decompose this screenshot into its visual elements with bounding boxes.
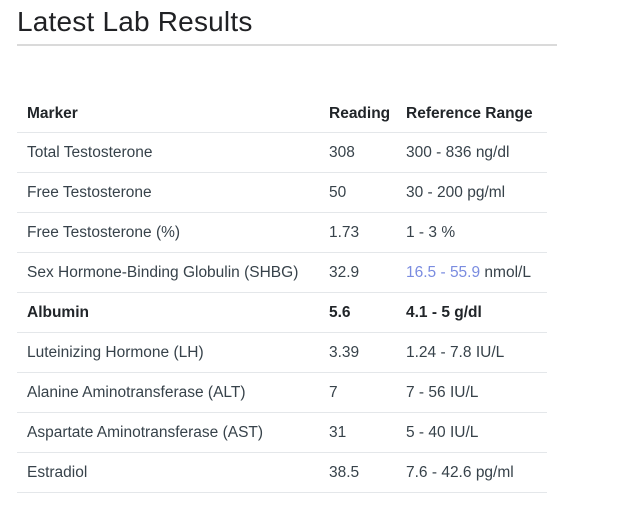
range-value: 1.24 - 7.8: [406, 343, 472, 361]
table-header-row: Marker Reading Reference Range: [17, 95, 547, 133]
table-row: Sex Hormone-Binding Globulin (SHBG) 32.9…: [17, 253, 547, 293]
table-row-emphasized: Albumin 5.6 4.1 - 5 g/dl: [17, 293, 547, 333]
range-cell: 30 - 200 pg/ml: [406, 184, 547, 202]
range-value-highlighted[interactable]: 16.5 - 55.9: [406, 263, 481, 281]
range-unit: pg/ml: [475, 463, 514, 481]
column-header-reading: Reading: [329, 104, 391, 122]
marker-cell: Estradiol: [27, 463, 88, 481]
reading-cell: 32.9: [329, 263, 360, 281]
page-title: Latest Lab Results: [17, 6, 253, 37]
lab-results-page: Latest Lab Results Marker Reading Refere…: [17, 6, 557, 493]
range-unit: IU/L: [449, 423, 479, 441]
table-row: Aspartate Aminotransferase (AST) 31 5 - …: [17, 413, 547, 453]
range-value: 1 - 3: [406, 223, 438, 241]
range-cell: 1.24 - 7.8 IU/L: [406, 344, 547, 362]
reading-cell: 38.5: [329, 463, 360, 481]
reading-cell: 5.6: [329, 303, 351, 321]
column-header-marker: Marker: [27, 104, 78, 122]
range-value: 7.6 - 42.6: [406, 463, 472, 481]
range-unit: nmol/L: [484, 263, 531, 281]
marker-cell: Free Testosterone: [27, 183, 152, 201]
column-header-reference-range: Reference Range: [406, 104, 533, 122]
title-divider: [17, 44, 557, 46]
range-value: 4.1 - 5: [406, 303, 450, 321]
range-unit: IU/L: [449, 383, 479, 401]
range-value: 300 - 836: [406, 143, 472, 161]
reading-cell: 308: [329, 143, 355, 161]
table-row: Free Testosterone (%) 1.73 1 - 3 %: [17, 213, 547, 253]
marker-cell: Aspartate Aminotransferase (AST): [27, 423, 264, 441]
marker-cell: Luteinizing Hormone (LH): [27, 343, 204, 361]
reading-cell: 3.39: [329, 343, 360, 361]
table-row: Alanine Aminotransferase (ALT) 7 7 - 56 …: [17, 373, 547, 413]
range-cell: 300 - 836 ng/dl: [406, 144, 547, 162]
marker-cell: Total Testosterone: [27, 143, 153, 161]
range-unit: g/dl: [454, 303, 482, 321]
range-unit: %: [441, 223, 456, 241]
range-cell: 7 - 56 IU/L: [406, 384, 547, 402]
table-row: Free Testosterone 50 30 - 200 pg/ml: [17, 173, 547, 213]
range-value: 7 - 56: [406, 383, 446, 401]
marker-cell: Sex Hormone-Binding Globulin (SHBG): [27, 263, 299, 281]
lab-results-table: Marker Reading Reference Range Total Tes…: [17, 95, 547, 493]
table-row: Estradiol 38.5 7.6 - 42.6 pg/ml: [17, 453, 547, 493]
reading-cell: 7: [329, 383, 338, 401]
range-value: 30 - 200: [406, 183, 463, 201]
range-unit: IU/L: [475, 343, 505, 361]
reading-cell: 50: [329, 183, 347, 201]
marker-cell: Albumin: [27, 303, 89, 321]
table-row: Luteinizing Hormone (LH) 3.39 1.24 - 7.8…: [17, 333, 547, 373]
marker-cell: Free Testosterone (%): [27, 223, 181, 241]
range-unit: ng/dl: [475, 143, 510, 161]
range-unit: pg/ml: [467, 183, 506, 201]
range-cell: 5 - 40 IU/L: [406, 424, 547, 442]
range-value: 5 - 40: [406, 423, 446, 441]
range-cell: 16.5 - 55.9 nmol/L: [406, 264, 547, 282]
reading-cell: 31: [329, 423, 347, 441]
range-cell: 7.6 - 42.6 pg/ml: [406, 464, 547, 482]
reading-cell: 1.73: [329, 223, 360, 241]
table-row: Total Testosterone 308 300 - 836 ng/dl: [17, 133, 547, 173]
range-cell: 1 - 3 %: [406, 224, 547, 242]
range-cell: 4.1 - 5 g/dl: [406, 304, 547, 322]
marker-cell: Alanine Aminotransferase (ALT): [27, 383, 246, 401]
